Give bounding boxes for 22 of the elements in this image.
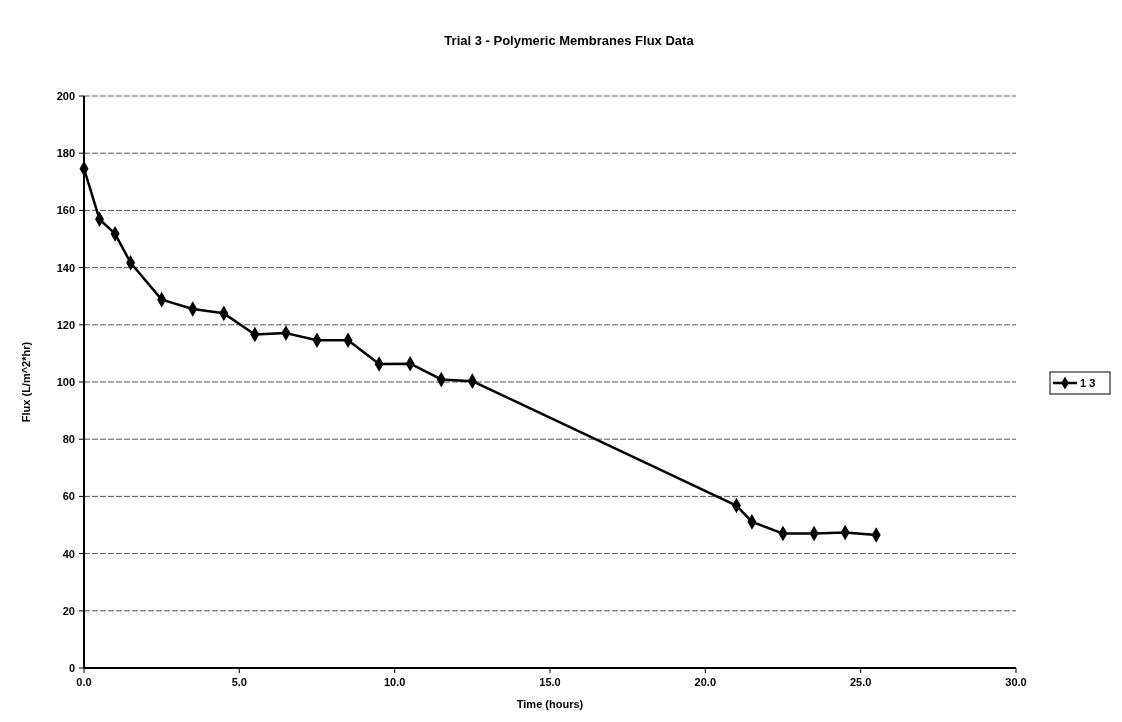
y-tick-label: 160: [56, 204, 75, 217]
x-tick-label: 15.0: [539, 676, 561, 688]
y-tick-label: 80: [62, 433, 75, 446]
y-tick-label: 180: [56, 147, 75, 160]
y-tick-label: 60: [62, 490, 75, 503]
x-tick-label: 0.0: [76, 676, 92, 688]
y-tick-label: 0: [68, 662, 75, 674]
y-tick-label: 40: [62, 547, 75, 560]
x-axis-title: Time (hours): [516, 698, 584, 710]
chart-title: Trial 3 - Polymeric Membranes Flux Data: [444, 33, 695, 48]
x-tick-label: 25.0: [849, 676, 872, 688]
y-tick-label: 120: [56, 318, 75, 331]
y-tick-label: 140: [56, 261, 75, 274]
x-tick-label: 20.0: [694, 676, 717, 688]
y-tick-label: 100: [56, 376, 75, 388]
x-tick-label: 10.0: [383, 676, 406, 688]
y-tick-label: 200: [56, 90, 75, 102]
y-tick-label: 20: [62, 604, 75, 617]
x-tick-label: 30.0: [1005, 676, 1027, 688]
y-axis-title: Flux (L/m^2*hr): [20, 341, 32, 423]
x-tick-label: 5.0: [231, 676, 247, 688]
legend-label: 1 3: [1080, 377, 1096, 389]
